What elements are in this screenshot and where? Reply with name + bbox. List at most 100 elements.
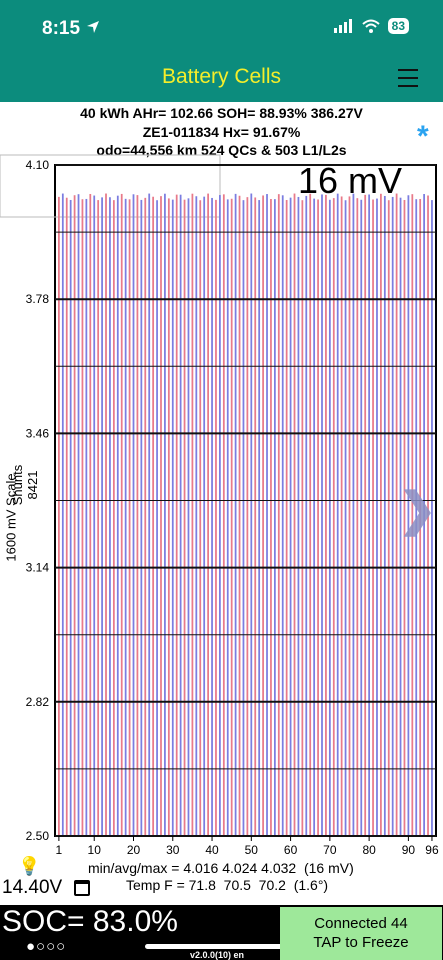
connect-freeze-button[interactable]: Connected 44 TAP to Freeze: [280, 907, 442, 960]
cell-bar: [266, 194, 268, 836]
cell-bar: [427, 195, 429, 836]
y-tick-label: 2.82: [26, 695, 50, 709]
cell-bar: [325, 194, 327, 836]
cell-bar: [112, 200, 115, 837]
cell-bar: [183, 199, 186, 836]
x-tick-label: 30: [166, 843, 180, 857]
cell-bar: [120, 193, 123, 836]
cell-bar: [395, 193, 398, 836]
page-title: Battery Cells: [161, 65, 282, 88]
cell-bar: [179, 194, 182, 836]
soc-value: SOC= 83.0%: [2, 905, 178, 938]
x-tick-label: 10: [88, 843, 102, 857]
cell-bar: [226, 199, 229, 837]
chevron-right-icon[interactable]: ❯: [398, 483, 437, 535]
cell-bar: [281, 195, 284, 836]
cell-bar: [403, 199, 406, 837]
nav-bar: Battery Cells: [0, 56, 443, 102]
home-indicator[interactable]: [145, 944, 293, 949]
cell-bar: [348, 196, 351, 837]
calendar-icon[interactable]: [74, 880, 90, 896]
cell-bar: [399, 197, 402, 836]
location-arrow-icon: [87, 21, 99, 33]
cell-bar: [273, 199, 276, 837]
cell-bar: [109, 197, 111, 837]
cell-bar: [301, 200, 304, 837]
cell-bar: [167, 198, 170, 837]
lightbulb-icon[interactable]: 💡: [18, 856, 41, 876]
cell-bar: [175, 194, 178, 836]
cell-bar: [187, 198, 190, 837]
cell-bar: [234, 193, 237, 836]
cell-bar: [368, 194, 371, 836]
cell-bar: [411, 194, 414, 837]
cell-bar: [328, 199, 331, 836]
page-dots[interactable]: ●○○○: [26, 938, 67, 955]
cell-bar: [160, 196, 162, 837]
cell-bar: [238, 195, 241, 837]
cell-bar: [376, 198, 378, 836]
cell-bar: [85, 198, 88, 836]
connect-status: Connected 44: [314, 915, 408, 932]
cell-bar: [101, 197, 103, 837]
cell-bar: [285, 200, 288, 837]
x-tick-label: 96: [425, 843, 439, 857]
cell-bar: [222, 194, 225, 836]
cell-bar: [309, 193, 312, 836]
cell-bar: [69, 199, 72, 836]
cell-bar: [383, 195, 386, 836]
cell-bar: [199, 200, 202, 836]
status-time: 8:15: [42, 18, 81, 39]
cell-bar: [128, 199, 131, 836]
cell-bar: [380, 193, 382, 837]
cell-bar: [65, 197, 68, 836]
cell-bar: [116, 195, 119, 837]
cell-bar: [73, 195, 76, 837]
version-label: v2.0.0(10) en: [190, 950, 245, 960]
cell-voltage-chart[interactable]: 4.10 3.78 3.46 3.14 2.82 2.50 1 10 20 30 40 50 60 70 8…: [0, 0, 443, 860]
shunts-label: Shunts 8421: [10, 464, 40, 506]
x-tick-label: 40: [205, 843, 219, 857]
x-tick-label: 80: [362, 843, 376, 857]
status-bar: 8:15 83: [0, 0, 443, 56]
y-tick-label: 3.14: [26, 561, 50, 575]
y-tick-label: 2.50: [26, 829, 50, 843]
signal-icon: [333, 19, 352, 33]
cell-bar: [305, 195, 308, 836]
cell-bar: [356, 198, 359, 837]
cell-bar: [219, 195, 221, 837]
x-tick-label: 1: [56, 843, 63, 857]
menu-icon[interactable]: [395, 63, 421, 93]
star-icon[interactable]: *: [417, 120, 429, 153]
temperature-stats: Temp F = 71.8 70.5 70.2 (1.6°): [126, 877, 329, 893]
cell-bar: [372, 199, 374, 836]
cell-bar: [415, 199, 418, 836]
status-icons: 83: [333, 18, 409, 34]
cell-bar: [77, 194, 80, 836]
cell-bar: [332, 198, 335, 837]
cell-bar: [297, 196, 300, 837]
x-tick-label: 50: [245, 843, 259, 857]
cell-bar: [289, 197, 292, 837]
cell-bar: [105, 193, 107, 836]
cell-bar: [431, 200, 433, 837]
cell-bar: [211, 197, 213, 836]
cell-bar: [156, 200, 158, 837]
cell-bar: [340, 196, 343, 837]
cell-bar: [270, 199, 272, 836]
cell-bar: [140, 199, 143, 836]
cell-bar: [344, 200, 347, 836]
freeze-label: TAP to Freeze: [313, 934, 409, 951]
cell-bar: [215, 199, 217, 837]
cell-bar: [61, 193, 64, 836]
info-line-capacity: 40 kWh AHr= 102.66 SOH= 88.93% 386.27V: [80, 105, 363, 121]
x-tick-label: 20: [127, 843, 141, 857]
cell-bar: [136, 195, 139, 837]
cell-bar: [364, 194, 367, 836]
cell-bar: [317, 199, 319, 836]
cell-bar: [207, 193, 209, 836]
cell-bar: [89, 193, 92, 837]
cell-bar: [336, 193, 339, 836]
x-tick-label: 70: [323, 843, 337, 857]
cell-bar: [419, 198, 422, 836]
